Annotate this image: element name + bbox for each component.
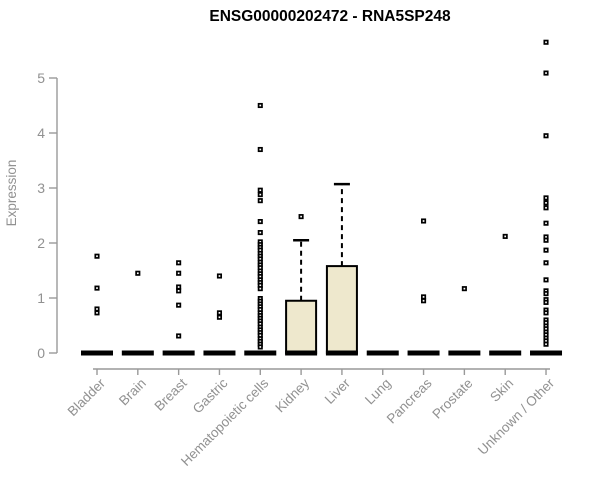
outlier-point-gastric bbox=[216, 314, 223, 320]
box-kidney bbox=[285, 299, 318, 354]
chart-title: ENSG00000202472 - RNA5SP248 bbox=[209, 8, 451, 25]
outlier-point-kidney bbox=[298, 214, 304, 220]
category-label-brain: Brain bbox=[116, 376, 149, 409]
outlier-point-bladder bbox=[94, 306, 100, 312]
median-line-bladder bbox=[81, 350, 113, 356]
outlier-point-gastric bbox=[216, 310, 223, 316]
outlier-point-pancreas bbox=[421, 298, 427, 304]
median-line-prostate bbox=[448, 350, 481, 356]
category-label-skin: Skin bbox=[487, 376, 516, 405]
median-line-brain bbox=[121, 350, 154, 356]
median-line-hematopoietic-cells bbox=[244, 350, 277, 356]
outlier-point-hematopoietic-cells bbox=[257, 146, 263, 153]
median-line-liver bbox=[325, 350, 358, 356]
outlier-point-hematopoietic-cells bbox=[257, 187, 263, 193]
outlier-point-breast bbox=[176, 288, 182, 294]
outlier-point-hematopoietic-cells bbox=[257, 219, 263, 225]
y-tick-label: 2 bbox=[37, 235, 45, 251]
category-label-lung: Lung bbox=[362, 376, 394, 408]
y-tick-label: 4 bbox=[37, 125, 45, 141]
outlier-point-breast bbox=[176, 270, 182, 276]
outlier-point-gastric bbox=[216, 273, 223, 279]
y-tick-label: 0 bbox=[37, 345, 45, 361]
outlier-point-unknown-other bbox=[543, 299, 549, 305]
outlier-point-breast bbox=[176, 302, 182, 308]
outlier-point-hematopoietic-cells bbox=[257, 102, 263, 109]
outlier-point-unknown-other bbox=[543, 291, 549, 297]
category-label-prostate: Prostate bbox=[429, 376, 475, 422]
category-label-gastric: Gastric bbox=[190, 375, 231, 416]
median-line-lung bbox=[366, 350, 399, 356]
outlier-point-unknown-other bbox=[543, 237, 549, 243]
median-line-kidney bbox=[285, 350, 318, 356]
outlier-point-unknown-other bbox=[543, 205, 549, 211]
median-line-gastric bbox=[203, 350, 236, 356]
outlier-point-hematopoietic-cells bbox=[257, 286, 263, 292]
outlier-point-brain bbox=[135, 270, 141, 276]
outlier-point-unknown-other bbox=[543, 341, 549, 347]
outlier-point-breast bbox=[176, 333, 182, 339]
outlier-point-unknown-other bbox=[543, 260, 549, 266]
outlier-point-breast bbox=[176, 284, 182, 290]
outlier-point-hematopoietic-cells bbox=[257, 198, 263, 204]
outlier-point-hematopoietic-cells bbox=[257, 192, 263, 198]
outlier-point-unknown-other bbox=[543, 195, 549, 201]
outlier-point-bladder bbox=[94, 285, 100, 291]
y-tick-label: 3 bbox=[37, 180, 45, 196]
median-line-skin bbox=[489, 350, 522, 356]
outlier-point-pancreas bbox=[421, 218, 427, 224]
outlier-point-unknown-other bbox=[543, 310, 549, 316]
box-liver bbox=[325, 265, 358, 355]
category-label-unknown-other: Unknown / Other bbox=[475, 375, 558, 458]
outlier-point-hematopoietic-cells bbox=[257, 230, 263, 236]
outlier-point-unknown-other bbox=[543, 277, 549, 283]
outlier-point-unknown-other bbox=[543, 247, 549, 253]
y-tick-label: 1 bbox=[37, 290, 45, 306]
outlier-point-unknown-other bbox=[543, 200, 549, 206]
outlier-point-unknown-other bbox=[543, 70, 549, 76]
outlier-point-unknown-other bbox=[543, 133, 549, 139]
outlier-point-unknown-other bbox=[543, 39, 549, 45]
category-label-breast: Breast bbox=[152, 375, 190, 413]
outlier-point-prostate bbox=[461, 286, 467, 292]
outlier-point-bladder bbox=[94, 310, 100, 316]
outlier-point-bladder bbox=[94, 253, 100, 259]
category-label-bladder: Bladder bbox=[65, 375, 109, 419]
median-line-breast bbox=[162, 350, 195, 356]
category-label-liver: Liver bbox=[322, 375, 354, 407]
median-line-pancreas bbox=[407, 350, 440, 356]
outlier-point-breast bbox=[176, 260, 182, 266]
category-label-kidney: Kidney bbox=[272, 375, 312, 415]
median-line-unknown-other bbox=[530, 350, 563, 356]
outlier-point-unknown-other bbox=[543, 220, 549, 226]
category-label-pancreas: Pancreas bbox=[384, 375, 435, 426]
outlier-point-hematopoietic-cells bbox=[257, 344, 263, 350]
y-axis-title: Expression bbox=[4, 160, 19, 227]
y-tick-label: 5 bbox=[37, 70, 45, 86]
outlier-point-pancreas bbox=[421, 294, 427, 300]
outlier-point-skin bbox=[502, 233, 508, 239]
